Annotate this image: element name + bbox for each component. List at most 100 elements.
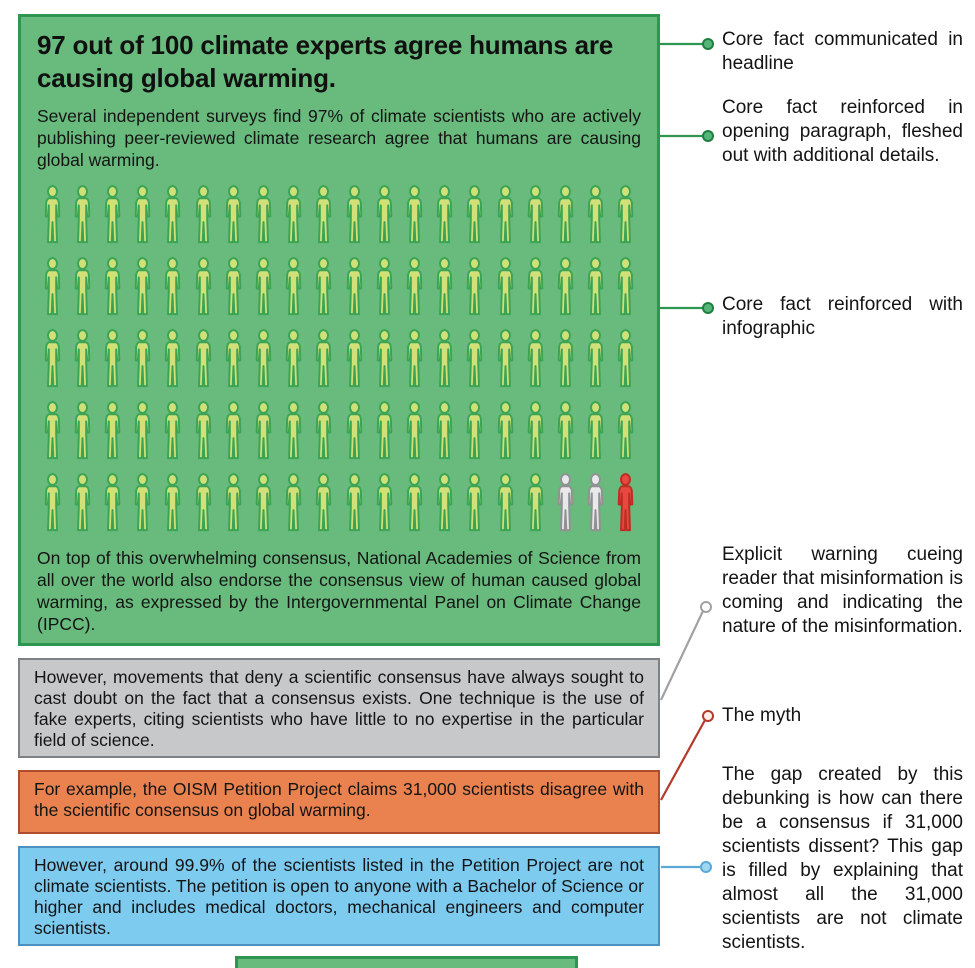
intro-paragraph: Several independent surveys find 97% of … (37, 106, 641, 170)
person-icon-agree (316, 257, 332, 316)
person-icon-agree (285, 257, 302, 316)
person-icon-agree (587, 329, 604, 388)
person-icon-agree (587, 401, 604, 460)
person-icon-agree (346, 473, 362, 532)
person-icon-agree (316, 401, 332, 460)
person-icon-agree (134, 401, 151, 460)
person-icon-agree (497, 329, 513, 388)
person-icon-agree (467, 257, 483, 316)
person-icon-disagree (618, 473, 634, 532)
person-icon-agree (587, 257, 604, 316)
person-icon-agree (255, 185, 272, 244)
person-icon-agree (316, 185, 332, 244)
person-icon-agree (285, 401, 302, 460)
person-icon-agree (255, 473, 272, 532)
consensus-fact-box: 97 out of 100 climate experts agree huma… (18, 14, 660, 646)
annotation-gap: The gap created by this debunking is how… (722, 764, 963, 953)
connector-gap-dot (700, 861, 712, 873)
person-icon-agree (376, 257, 393, 316)
myth-text: For example, the OISM Petition Project c… (34, 779, 644, 820)
person-icon-agree (557, 257, 574, 316)
connector-myth-line (660, 719, 706, 801)
person-icon-agree (165, 257, 181, 316)
person-icon-agree (436, 401, 453, 460)
person-icon-agree (557, 401, 574, 460)
annotation-headline: Core fact communicated in headline (722, 29, 963, 74)
person-icon-agree (376, 185, 393, 244)
person-icon-agree (44, 473, 60, 532)
person-icon-agree (134, 329, 151, 388)
person-icon-agree (44, 185, 60, 244)
person-icon-agree (134, 473, 151, 532)
connector-headline-dot (702, 38, 714, 50)
person-icon-agree (225, 473, 242, 532)
person-icon-agree (406, 473, 423, 532)
person-icon-agree (497, 401, 513, 460)
person-icon-agree (467, 185, 483, 244)
person-icon-agree (618, 185, 634, 244)
person-icon-agree (618, 329, 634, 388)
person-icon-agree (587, 185, 604, 244)
person-icon-agree (527, 257, 544, 316)
connector-paragraph-dot (702, 130, 714, 142)
person-icon-agree (376, 329, 393, 388)
person-icon-agree (467, 329, 483, 388)
annotation-myth: The myth (722, 705, 802, 726)
person-icon-agree (225, 329, 242, 388)
person-icon-no_position (587, 473, 604, 532)
connector-warning-line (660, 610, 704, 701)
person-icon-agree (165, 473, 181, 532)
person-icon-agree (316, 473, 332, 532)
person-icon-agree (406, 329, 423, 388)
person-icon-agree (104, 473, 121, 532)
person-icon-agree (74, 257, 91, 316)
person-icon-agree (467, 473, 483, 532)
debunk-box: However, around 99.9% of the scientists … (18, 846, 660, 946)
person-icon-agree (406, 401, 423, 460)
person-icon-agree (255, 257, 272, 316)
person-icon-agree (104, 329, 121, 388)
person-icon-agree (74, 401, 91, 460)
person-icon-agree (195, 473, 211, 532)
person-icon-no_position (557, 473, 574, 532)
person-icon-agree (346, 401, 362, 460)
person-icon-agree (527, 185, 544, 244)
annotation-infographic: Core fact reinforced with infographic (722, 294, 963, 339)
person-icon-agree (104, 401, 121, 460)
person-icon-agree (436, 185, 453, 244)
person-icon-agree (165, 401, 181, 460)
person-icon-agree (195, 185, 211, 244)
connector-infographic-dot (702, 302, 714, 314)
person-icon-agree (557, 329, 574, 388)
annotation-warning: Explicit warning cueing reader that misi… (722, 544, 963, 637)
person-icon-agree (225, 401, 242, 460)
warning-text: However, movements that deny a scientifi… (34, 667, 644, 750)
person-icon-agree (436, 257, 453, 316)
person-icon-agree (74, 329, 91, 388)
person-icon-agree (285, 473, 302, 532)
connector-myth-dot (702, 710, 714, 722)
annotation-paragraph: Core fact reinforced in opening paragrap… (722, 97, 963, 166)
person-icon-agree (376, 473, 393, 532)
person-icon-agree (134, 185, 151, 244)
person-icon-agree (376, 401, 393, 460)
person-icon-agree (104, 257, 121, 316)
person-icon-agree (316, 329, 332, 388)
person-icon-agree (346, 185, 362, 244)
next-section-teaser (235, 956, 578, 968)
person-icon-agree (497, 185, 513, 244)
person-icon-agree (195, 329, 211, 388)
person-icon-agree (527, 473, 544, 532)
person-icon-agree (44, 329, 60, 388)
person-icon-agree (285, 329, 302, 388)
person-icon-agree (44, 257, 60, 316)
person-icon-agree (436, 329, 453, 388)
person-icon-agree (134, 257, 151, 316)
closing-paragraph: On top of this overwhelming consensus, N… (37, 548, 641, 634)
headline: 97 out of 100 climate experts agree huma… (37, 30, 614, 93)
person-icon-agree (346, 257, 362, 316)
person-icon-agree (406, 257, 423, 316)
person-icon-agree (165, 185, 181, 244)
person-icon-agree (406, 185, 423, 244)
